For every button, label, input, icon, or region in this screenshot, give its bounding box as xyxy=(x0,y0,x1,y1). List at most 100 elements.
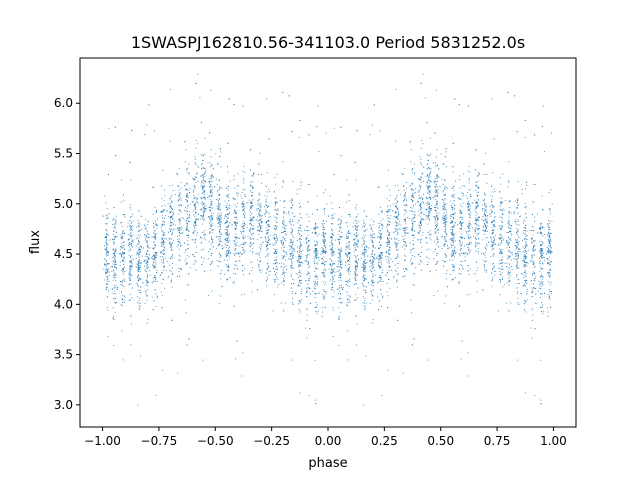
data-point xyxy=(378,263,379,265)
data-point xyxy=(218,217,220,219)
data-point xyxy=(163,247,165,249)
data-point xyxy=(261,215,263,217)
data-point xyxy=(477,251,479,252)
data-point xyxy=(531,259,533,261)
data-point xyxy=(429,237,431,239)
data-point xyxy=(209,199,211,201)
data-point xyxy=(163,232,165,234)
data-point xyxy=(361,282,363,284)
data-point xyxy=(285,212,287,214)
data-point xyxy=(170,270,172,272)
data-point xyxy=(108,127,110,129)
data-point xyxy=(162,260,164,262)
data-point xyxy=(259,210,261,212)
data-point xyxy=(349,280,351,282)
data-point xyxy=(362,302,364,304)
data-point xyxy=(113,254,115,256)
data-point xyxy=(162,224,163,226)
data-point xyxy=(354,246,356,248)
data-point xyxy=(549,298,551,300)
data-point xyxy=(268,274,270,276)
data-point xyxy=(371,267,373,269)
data-point xyxy=(435,183,437,185)
data-point xyxy=(539,261,541,263)
data-point xyxy=(454,233,456,235)
data-point xyxy=(361,251,363,253)
data-point xyxy=(348,214,349,215)
data-point xyxy=(103,268,105,270)
data-point xyxy=(129,271,131,273)
data-point xyxy=(291,287,293,289)
data-point xyxy=(502,268,504,270)
data-point xyxy=(324,252,326,254)
data-point xyxy=(243,230,245,232)
data-point xyxy=(186,171,188,173)
data-point xyxy=(251,244,253,246)
data-point xyxy=(468,225,470,227)
data-point xyxy=(526,253,528,255)
data-point xyxy=(468,204,470,206)
data-point xyxy=(196,219,198,221)
data-point xyxy=(387,231,388,233)
data-point xyxy=(517,248,519,250)
data-point xyxy=(196,143,198,145)
data-point xyxy=(316,304,318,306)
data-point xyxy=(357,240,359,242)
data-point xyxy=(291,224,293,226)
data-point xyxy=(473,236,474,238)
data-point xyxy=(331,269,333,271)
data-point xyxy=(436,156,437,158)
data-point xyxy=(138,222,140,224)
data-point xyxy=(542,226,543,228)
data-point xyxy=(411,188,413,190)
data-point xyxy=(301,288,303,290)
data-point xyxy=(276,256,278,258)
data-point xyxy=(362,237,364,239)
data-point xyxy=(453,248,455,250)
data-point xyxy=(244,189,246,191)
data-point xyxy=(314,283,315,285)
data-point xyxy=(284,271,286,273)
data-point xyxy=(434,241,436,243)
data-point xyxy=(251,280,253,282)
data-point xyxy=(435,184,437,186)
data-point xyxy=(364,256,366,258)
data-point xyxy=(194,185,196,187)
data-point xyxy=(267,244,269,246)
data-point xyxy=(313,228,315,230)
data-point xyxy=(503,284,505,285)
data-point xyxy=(283,242,285,243)
data-point xyxy=(129,243,131,245)
data-point xyxy=(355,278,357,280)
data-point xyxy=(234,249,236,250)
data-point xyxy=(130,179,132,181)
data-point xyxy=(396,248,398,250)
data-point xyxy=(386,291,388,293)
data-point xyxy=(124,301,125,303)
data-point xyxy=(428,203,430,205)
data-point xyxy=(282,273,284,275)
data-point xyxy=(242,246,244,248)
data-point xyxy=(176,174,178,176)
data-point xyxy=(461,225,463,227)
data-point xyxy=(411,312,412,314)
data-point xyxy=(549,256,550,258)
data-point xyxy=(282,267,284,269)
data-point xyxy=(347,294,349,296)
data-point xyxy=(455,180,457,182)
data-point xyxy=(161,282,163,284)
data-point xyxy=(490,238,492,240)
data-point xyxy=(517,235,519,237)
data-point xyxy=(333,235,335,236)
data-point xyxy=(540,223,542,225)
data-point xyxy=(226,230,228,232)
data-point xyxy=(131,228,132,230)
data-point xyxy=(468,231,470,232)
data-point xyxy=(321,234,323,236)
data-point xyxy=(220,211,222,213)
data-point xyxy=(306,314,308,316)
data-point xyxy=(534,265,536,267)
data-point xyxy=(307,250,309,251)
data-point xyxy=(380,305,382,307)
